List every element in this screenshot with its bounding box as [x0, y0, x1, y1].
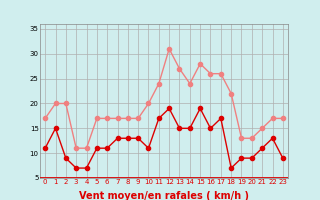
- X-axis label: Vent moyen/en rafales ( km/h ): Vent moyen/en rafales ( km/h ): [79, 191, 249, 200]
